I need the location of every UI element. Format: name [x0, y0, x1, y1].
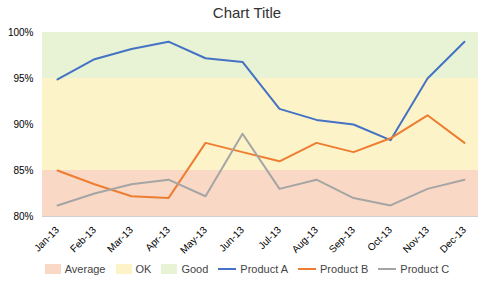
svg-text:Oct-13: Oct-13 [365, 224, 394, 253]
svg-text:Mar-13: Mar-13 [105, 224, 135, 254]
html-text:Product B: Product B [320, 263, 369, 275]
svg-text:Jan-13: Jan-13 [32, 224, 62, 254]
svg-text:100%: 100% [8, 27, 34, 38]
svg-text:Sep-13: Sep-13 [327, 224, 358, 255]
svg-text:80%: 80% [13, 211, 33, 222]
svg-text:Aug-13: Aug-13 [290, 224, 321, 255]
html-text:Chart Title: Chart Title [212, 4, 282, 21]
svg-text:Jun-13: Jun-13 [217, 224, 247, 254]
html-text:Product C: Product C [400, 263, 450, 275]
svg-text:Dec-13: Dec-13 [438, 224, 469, 255]
html-text:OK: OK [135, 263, 152, 275]
svg-text:90%: 90% [13, 119, 33, 130]
svg-text:95%: 95% [13, 73, 33, 84]
html-text:Product A: Product A [240, 263, 288, 275]
svg-text:Apr-13: Apr-13 [143, 224, 172, 253]
svg-text:Jul-13: Jul-13 [256, 224, 283, 251]
svg-text:May-13: May-13 [178, 224, 210, 256]
svg-text:85%: 85% [13, 165, 33, 176]
html-text:Average: Average [64, 263, 106, 275]
svg-text:Feb-13: Feb-13 [68, 224, 98, 254]
html-text:Good: Good [181, 263, 209, 275]
svg-text:Nov-13: Nov-13 [401, 224, 432, 255]
